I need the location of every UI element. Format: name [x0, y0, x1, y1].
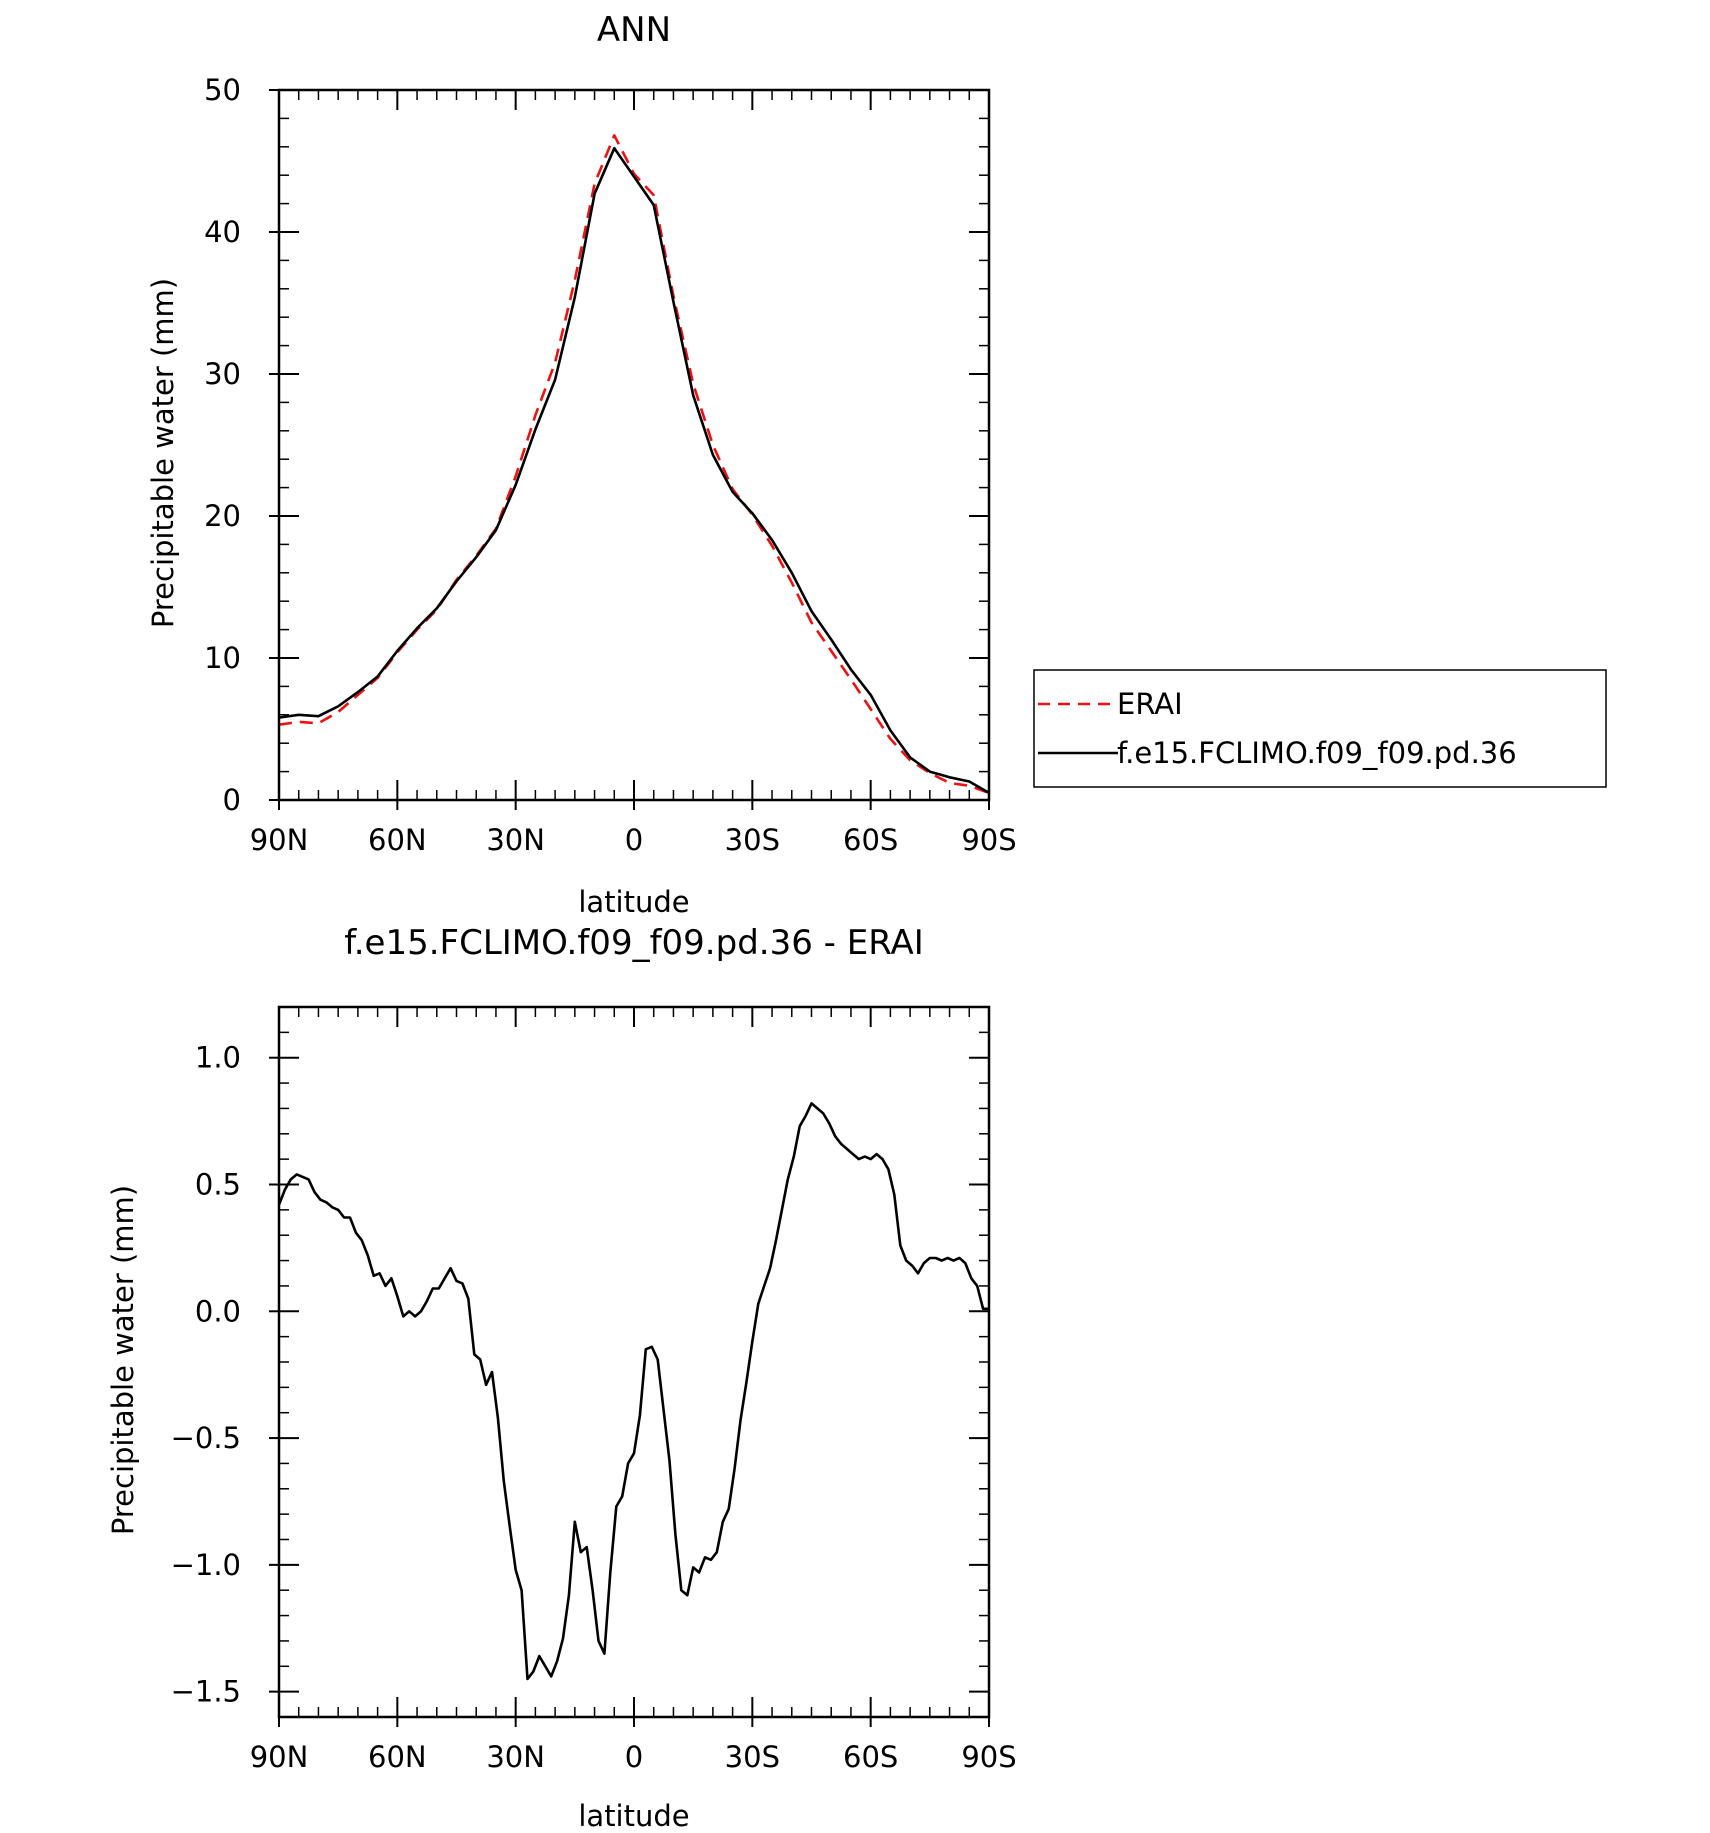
bottom-panel-y-axis-label: Precipitable water (mm) [106, 1185, 140, 1535]
top-panel-y-axis-label: Precipitable water (mm) [146, 278, 180, 628]
bottom-y-tick-label: −1.0 [171, 1548, 241, 1582]
legend-box [1033, 669, 1607, 788]
bottom-x-tick-label: 90S [961, 1740, 1016, 1774]
bottom-x-tick-label: 0 [625, 1740, 643, 1774]
bottom-x-tick-label: 90N [250, 1740, 309, 1774]
top-x-tick-label: 90S [961, 823, 1016, 857]
top-panel-title: ANN [597, 10, 671, 50]
bottom-panel-plot-frame [277, 1005, 991, 1719]
legend-label-model: f.e15.FCLIMO.f09_f09.pd.36 [1117, 736, 1517, 770]
top-y-tick-label: 10 [204, 641, 241, 675]
bottom-x-tick-label: 30N [486, 1740, 545, 1774]
bottom-panel-series [277, 1102, 989, 1681]
top-x-tick-label: 0 [625, 823, 643, 857]
bottom-y-tick-label: 0.5 [195, 1168, 241, 1202]
top-y-tick-label: 20 [204, 499, 241, 533]
top-x-tick-label: 60N [368, 823, 427, 857]
top-x-tick-label: 30S [725, 823, 780, 857]
top-series-line-erai [278, 134, 990, 795]
bottom-panel-ticks: 90N 60N 30N 0 30S 60S 90S 1.0 0.5 0.0 −0.5 −1.0 −1.5 [171, 1006, 1017, 1774]
top-y-tick-label: 0 [223, 783, 241, 817]
bottom-y-tick-label: −0.5 [171, 1421, 241, 1455]
bottom-y-tick-label: −1.5 [171, 1675, 241, 1709]
bottom-panel-chart: f.e15.FCLIMO.f09_f09.pd.36 - ERAI latitu… [106, 923, 1017, 1833]
top-series-line-f-e15-fclimo-f09-f09-pd-36 [278, 146, 990, 795]
top-panel-chart: ANN latitude Precipitable water (mm) 90N… [146, 10, 1607, 919]
bottom-y-tick-label: 1.0 [195, 1041, 241, 1075]
bottom-x-tick-label: 30S [725, 1740, 780, 1774]
top-y-tick-label: 50 [204, 73, 241, 107]
top-panel-x-axis-label: latitude [578, 885, 689, 919]
top-panel-series [278, 134, 990, 795]
bottom-x-tick-label: 60S [843, 1740, 898, 1774]
bottom-series-line-difference [277, 1102, 989, 1681]
top-x-tick-label: 30N [486, 823, 545, 857]
top-panel-ticks: 90N 60N 30N 0 30S 60S 90S 0 10 20 30 40 50 [204, 73, 1017, 857]
bottom-panel-x-axis-label: latitude [578, 1799, 689, 1833]
top-y-tick-label: 40 [204, 215, 241, 249]
legend-label-erai: ERAI [1117, 687, 1183, 721]
top-y-tick-label: 30 [204, 357, 241, 391]
bottom-x-tick-label: 60N [368, 1740, 427, 1774]
bottom-y-tick-label: 0.0 [195, 1294, 241, 1328]
legend: ERAI f.e15.FCLIMO.f09_f09.pd.36 [1033, 669, 1607, 788]
top-x-tick-label: 90N [250, 823, 309, 857]
bottom-panel-title: f.e15.FCLIMO.f09_f09.pd.36 - ERAI [344, 923, 924, 963]
top-x-tick-label: 60S [843, 823, 898, 857]
top-panel-plot-frame [277, 88, 991, 802]
